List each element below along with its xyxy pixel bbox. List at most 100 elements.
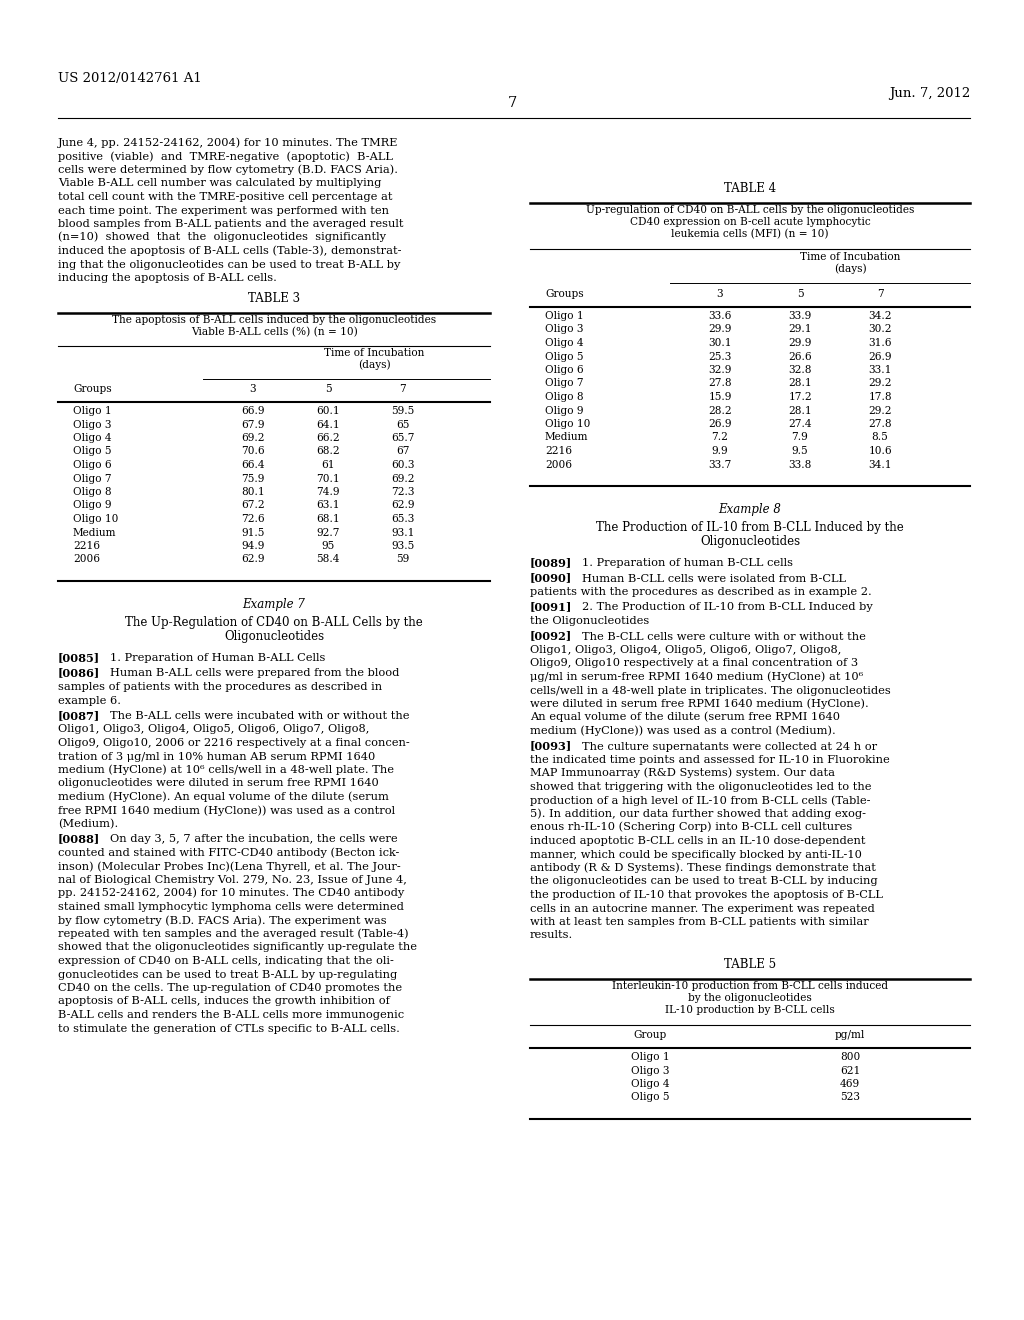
- Text: 67.9: 67.9: [242, 420, 265, 429]
- Text: Time of Incubation: Time of Incubation: [800, 252, 900, 261]
- Text: TABLE 4: TABLE 4: [724, 182, 776, 195]
- Text: 29.2: 29.2: [868, 405, 892, 416]
- Text: blood samples from B-ALL patients and the averaged result: blood samples from B-ALL patients and th…: [58, 219, 403, 228]
- Text: Oligo 3: Oligo 3: [545, 325, 584, 334]
- Text: Group: Group: [634, 1030, 667, 1040]
- Text: 63.1: 63.1: [316, 500, 340, 511]
- Text: apoptosis of B-ALL cells, induces the growth inhibition of: apoptosis of B-ALL cells, induces the gr…: [58, 997, 390, 1006]
- Text: [0090]: [0090]: [530, 573, 572, 583]
- Text: by the oligonucleotides: by the oligonucleotides: [688, 993, 812, 1003]
- Text: expression of CD40 on B-ALL cells, indicating that the oli-: expression of CD40 on B-ALL cells, indic…: [58, 956, 394, 966]
- Text: Oligo 10: Oligo 10: [545, 418, 591, 429]
- Text: Human B-ALL cells were prepared from the blood: Human B-ALL cells were prepared from the…: [110, 668, 399, 678]
- Text: TABLE 5: TABLE 5: [724, 958, 776, 972]
- Text: 59.5: 59.5: [391, 407, 415, 416]
- Text: cells in an autocrine manner. The experiment was repeated: cells in an autocrine manner. The experi…: [530, 903, 874, 913]
- Text: [0087]: [0087]: [58, 710, 100, 721]
- Text: production of a high level of IL-10 from B-CLL cells (Table-: production of a high level of IL-10 from…: [530, 795, 870, 805]
- Text: 2006: 2006: [545, 459, 572, 470]
- Text: Oligo1, Oligo3, Oligo4, Oligo5, Oligo6, Oligo7, Oligo8,: Oligo1, Oligo3, Oligo4, Oligo5, Oligo6, …: [530, 645, 842, 655]
- Text: each time point. The experiment was performed with ten: each time point. The experiment was perf…: [58, 206, 389, 215]
- Text: On day 3, 5, 7 after the incubation, the cells were: On day 3, 5, 7 after the incubation, the…: [110, 834, 397, 845]
- Text: 17.8: 17.8: [868, 392, 892, 403]
- Text: 94.9: 94.9: [242, 541, 264, 550]
- Text: 34.1: 34.1: [868, 459, 892, 470]
- Text: counted and stained with FITC-CD40 antibody (Becton ick-: counted and stained with FITC-CD40 antib…: [58, 847, 399, 858]
- Text: 69.2: 69.2: [391, 474, 415, 483]
- Text: [0089]: [0089]: [530, 557, 572, 568]
- Text: repeated with ten samples and the averaged result (Table-4): repeated with ten samples and the averag…: [58, 928, 409, 939]
- Text: 74.9: 74.9: [316, 487, 340, 498]
- Text: 15.9: 15.9: [709, 392, 732, 403]
- Text: positive  (viable)  and  TMRE-negative  (apoptotic)  B-ALL: positive (viable) and TMRE-negative (apo…: [58, 150, 393, 161]
- Text: cells were determined by flow cytometry (B.D. FACS Aria).: cells were determined by flow cytometry …: [58, 165, 398, 176]
- Text: Oligonucleotides: Oligonucleotides: [224, 630, 324, 643]
- Text: Oligo 1: Oligo 1: [631, 1052, 670, 1063]
- Text: Interleukin-10 production from B-CLL cells induced: Interleukin-10 production from B-CLL cel…: [612, 981, 888, 991]
- Text: samples of patients with the procedures as described in: samples of patients with the procedures …: [58, 682, 382, 692]
- Text: 29.1: 29.1: [788, 325, 812, 334]
- Text: 68.2: 68.2: [316, 446, 340, 457]
- Text: with at least ten samples from B-CLL patients with similar: with at least ten samples from B-CLL pat…: [530, 917, 868, 927]
- Text: 60.1: 60.1: [316, 407, 340, 416]
- Text: 26.9: 26.9: [709, 418, 732, 429]
- Text: 2006: 2006: [73, 554, 100, 565]
- Text: Oligo 1: Oligo 1: [545, 312, 584, 321]
- Text: 5). In addition, our data further showed that adding exog-: 5). In addition, our data further showed…: [530, 808, 866, 818]
- Text: 17.2: 17.2: [788, 392, 812, 403]
- Text: 9.9: 9.9: [712, 446, 728, 455]
- Text: 3: 3: [717, 289, 723, 300]
- Text: Oligo 4: Oligo 4: [545, 338, 584, 348]
- Text: 92.7: 92.7: [316, 528, 340, 537]
- Text: 30.2: 30.2: [868, 325, 892, 334]
- Text: TABLE 3: TABLE 3: [248, 292, 300, 305]
- Text: 7.2: 7.2: [712, 433, 728, 442]
- Text: 67: 67: [396, 446, 410, 457]
- Text: inson) (Molecular Probes Inc)(Lena Thyrell, et al. The Jour-: inson) (Molecular Probes Inc)(Lena Thyre…: [58, 861, 400, 871]
- Text: [0086]: [0086]: [58, 668, 100, 678]
- Text: The Up-Regulation of CD40 on B-ALL Cells by the: The Up-Regulation of CD40 on B-ALL Cells…: [125, 616, 423, 630]
- Text: 80.1: 80.1: [242, 487, 265, 498]
- Text: 31.6: 31.6: [868, 338, 892, 348]
- Text: 62.9: 62.9: [242, 554, 265, 565]
- Text: 68.1: 68.1: [316, 513, 340, 524]
- Text: Oligo 1: Oligo 1: [73, 407, 112, 416]
- Text: 523: 523: [840, 1093, 860, 1102]
- Text: Oligo 5: Oligo 5: [73, 446, 112, 457]
- Text: medium (HyClone) at 10⁶ cells/well in a 48-well plate. The: medium (HyClone) at 10⁶ cells/well in a …: [58, 764, 394, 775]
- Text: Oligo9, Oligo10 respectively at a final concentration of 3: Oligo9, Oligo10 respectively at a final …: [530, 659, 858, 668]
- Text: the oligonucleotides can be used to treat B-CLL by inducing: the oligonucleotides can be used to trea…: [530, 876, 878, 887]
- Text: Oligo 8: Oligo 8: [545, 392, 584, 403]
- Text: 27.8: 27.8: [709, 379, 732, 388]
- Text: medium (HyClone)) was used as a control (Medium).: medium (HyClone)) was used as a control …: [530, 726, 836, 737]
- Text: 72.3: 72.3: [391, 487, 415, 498]
- Text: patients with the procedures as described as in example 2.: patients with the procedures as describe…: [530, 587, 871, 597]
- Text: by flow cytometry (B.D. FACS Aria). The experiment was: by flow cytometry (B.D. FACS Aria). The …: [58, 915, 387, 925]
- Text: Oligo 9: Oligo 9: [545, 405, 584, 416]
- Text: 67.2: 67.2: [242, 500, 265, 511]
- Text: 58.4: 58.4: [316, 554, 340, 565]
- Text: [0088]: [0088]: [58, 833, 100, 845]
- Text: 5: 5: [325, 384, 332, 393]
- Text: The apoptosis of B-ALL cells induced by the oligonucleotides: The apoptosis of B-ALL cells induced by …: [112, 315, 436, 325]
- Text: Jun. 7, 2012: Jun. 7, 2012: [889, 87, 970, 100]
- Text: results.: results.: [530, 931, 573, 940]
- Text: Oligo 4: Oligo 4: [631, 1078, 670, 1089]
- Text: 65.7: 65.7: [391, 433, 415, 444]
- Text: the indicated time points and assessed for IL-10 in Fluorokine: the indicated time points and assessed f…: [530, 755, 890, 766]
- Text: Example 8: Example 8: [719, 503, 781, 516]
- Text: inducing the apoptosis of B-ALL cells.: inducing the apoptosis of B-ALL cells.: [58, 273, 276, 282]
- Text: ing that the oligonucleotides can be used to treat B-ALL by: ing that the oligonucleotides can be use…: [58, 260, 400, 269]
- Text: oligonucleotides were diluted in serum free RPMI 1640: oligonucleotides were diluted in serum f…: [58, 779, 379, 788]
- Text: 27.8: 27.8: [868, 418, 892, 429]
- Text: (days): (days): [834, 264, 866, 275]
- Text: 69.2: 69.2: [242, 433, 265, 444]
- Text: 10.6: 10.6: [868, 446, 892, 455]
- Text: showed that triggering with the oligonucleotides led to the: showed that triggering with the oligonuc…: [530, 781, 871, 792]
- Text: 60.3: 60.3: [391, 459, 415, 470]
- Text: 66.9: 66.9: [242, 407, 265, 416]
- Text: [0093]: [0093]: [530, 741, 572, 751]
- Text: 2216: 2216: [545, 446, 572, 455]
- Text: 33.7: 33.7: [709, 459, 732, 470]
- Text: 7: 7: [399, 384, 407, 393]
